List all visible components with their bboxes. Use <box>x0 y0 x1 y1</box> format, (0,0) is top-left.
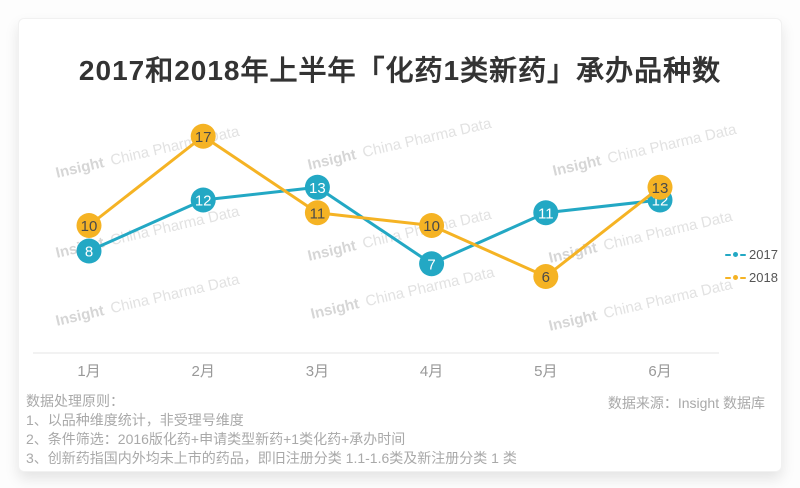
data-label-2017-3月: 13 <box>309 180 326 197</box>
data-label-2018-2月: 17 <box>195 129 212 146</box>
data-point-2017-5月[interactable] <box>533 200 559 226</box>
x-axis-label: 4月 <box>420 363 443 380</box>
legend-marker-2018-icon <box>725 275 746 280</box>
x-axis-label: 6月 <box>648 363 671 380</box>
data-point-2018-2月[interactable] <box>190 123 216 149</box>
data-label-2017-4月: 7 <box>427 256 435 273</box>
data-label-2018-4月: 10 <box>423 218 440 235</box>
notes-block: 数据处理原则： 1、以品种维度统计，非受理号维度 2、条件筛选：2016版化药+… <box>26 392 517 468</box>
legend-label-2017: 2017 <box>749 247 778 262</box>
data-point-2018-3月[interactable] <box>304 200 330 226</box>
legend: 2017 2018 <box>725 247 778 285</box>
x-axis-label: 5月 <box>534 363 557 380</box>
data-point-2017-2月[interactable] <box>190 187 216 213</box>
data-point-2017-3月[interactable] <box>304 174 330 200</box>
legend-label-2018: 2018 <box>749 270 778 285</box>
legend-item-2017[interactable]: 2017 <box>725 247 778 262</box>
legend-item-2018[interactable]: 2018 <box>725 270 778 285</box>
data-label-2017-1月: 8 <box>85 244 93 261</box>
data-point-2018-6月[interactable] <box>647 174 673 200</box>
notes-heading: 数据处理原则： <box>26 393 124 409</box>
series-line-2018 <box>88 134 661 278</box>
data-label-2018-5月: 6 <box>542 269 550 286</box>
chart-title: 2017和2018年上半年「化药1类新药」承办品种数 <box>78 55 722 86</box>
legend-marker-2017-icon <box>725 252 746 257</box>
series-line-2017 <box>88 185 661 266</box>
note-line-2: 2、条件筛选：2016版化药+申请类型新药+1类化药+承办时间 <box>26 431 406 447</box>
note-line-1: 1、以品种维度统计，非受理号维度 <box>26 412 244 428</box>
data-label-2017-2月: 12 <box>195 193 212 210</box>
note-line-3: 3、创新药指国内外均未上市的药品，即旧注册分类 1.1-1.6类及新注册分类 1… <box>26 450 517 466</box>
data-point-2017-4月[interactable] <box>419 251 445 277</box>
data-label-2018-3月: 11 <box>310 205 326 222</box>
data-label-2017-5月: 11 <box>538 205 554 222</box>
data-point-2017-1月[interactable] <box>76 238 102 264</box>
data-point-2018-5月[interactable] <box>533 264 559 289</box>
x-axis-label: 2月 <box>192 363 215 380</box>
data-point-2018-1月[interactable] <box>76 213 102 238</box>
data-point-2018-4月[interactable] <box>419 213 445 238</box>
x-axis-label: 1月 <box>77 363 100 380</box>
chart-card: Insight China Pharma Data Insight China Pha… <box>18 18 782 472</box>
data-label-2018-1月: 10 <box>81 218 98 235</box>
x-axis-label: 3月 <box>306 363 329 380</box>
data-label-2018-6月: 13 <box>652 180 669 197</box>
data-source: 数据来源：Insight 数据库 <box>607 395 765 411</box>
